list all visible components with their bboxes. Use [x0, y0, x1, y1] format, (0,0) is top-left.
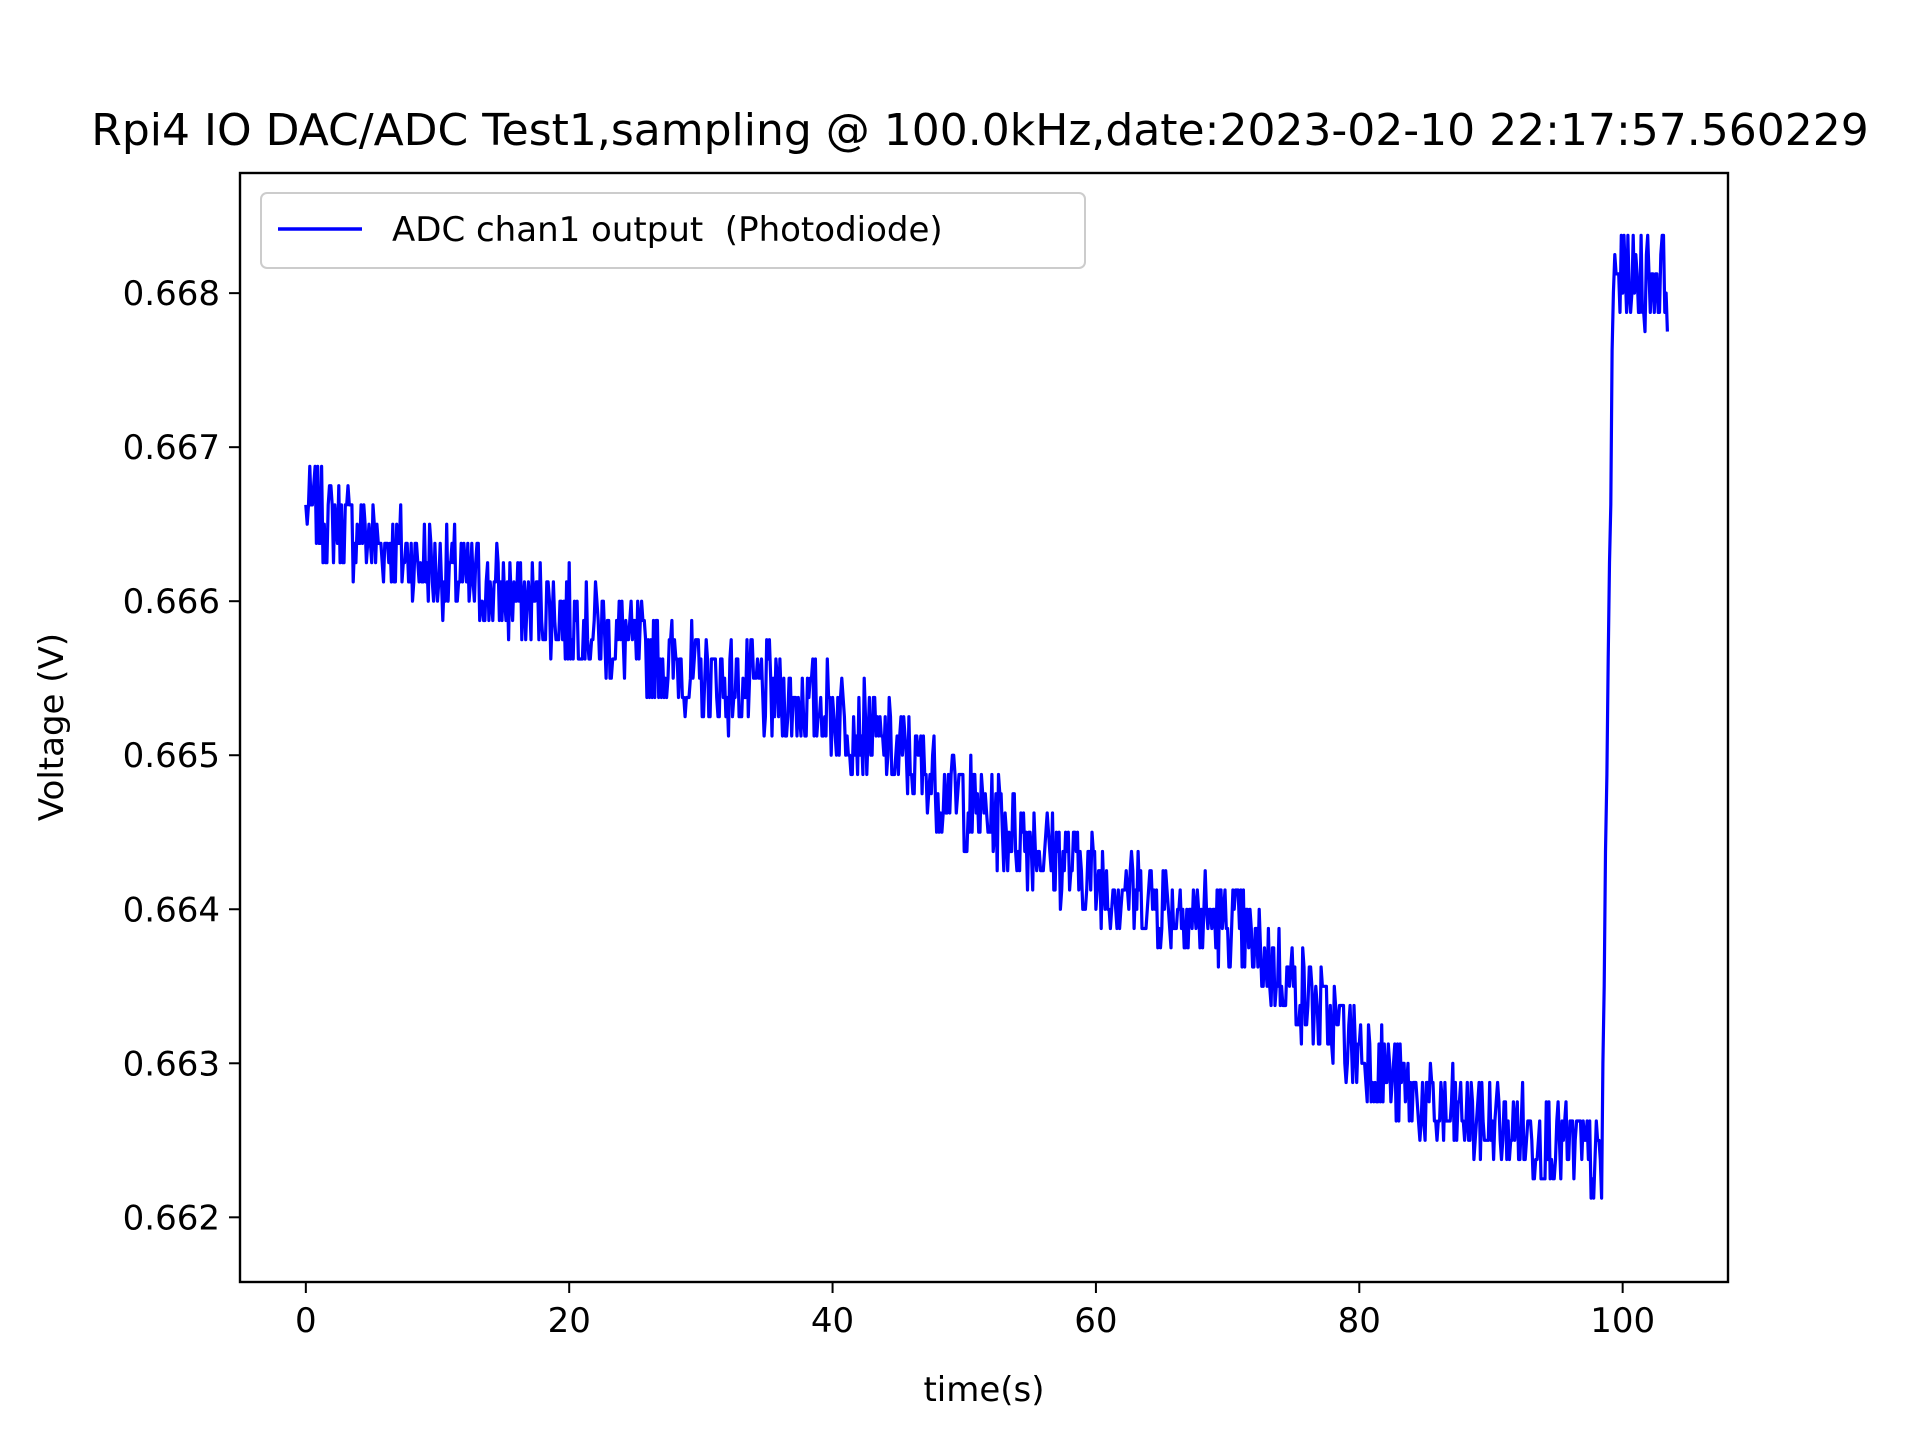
x-tick-label: 60	[1074, 1301, 1117, 1341]
plot-area: 0 20 40 60 80 100 0.6620.6630.6640.6650.6660.…	[123, 171, 1730, 1341]
chart-title: Rpi4 IO DAC/ADC Test1,sampling @ 100.0kH…	[91, 105, 1868, 156]
x-axis-label: time(s)	[923, 1370, 1044, 1410]
x-tick-label: 0	[295, 1301, 317, 1341]
series-line	[304, 233, 1669, 1200]
x-tick-label: 20	[548, 1301, 591, 1341]
y-tick-label: 0.667	[123, 428, 220, 468]
x-tick-label: 40	[811, 1301, 854, 1341]
x-tick-label: 100	[1590, 1301, 1655, 1341]
x-axis: 0 20 40 60 80 100	[295, 1282, 1655, 1341]
y-tick-label: 0.665	[123, 736, 220, 776]
y-tick-label: 0.662	[123, 1198, 220, 1238]
y-tick-label: 0.666	[123, 582, 220, 622]
legend: ADC chan1 output (Photodiode)	[260, 192, 1086, 269]
y-axis: 0.662 0.663 0.664 0.665 0.666 0.667 0.668	[123, 274, 240, 1238]
y-tick-label: 0.664	[123, 890, 220, 930]
y-axis-label: Voltage (V)	[32, 633, 72, 821]
legend-box	[260, 192, 1086, 269]
x-tick-label: 80	[1338, 1301, 1381, 1341]
y-tick-label: 0.663	[123, 1044, 220, 1084]
legend-label: ADC chan1 output (Photodiode)	[392, 210, 943, 250]
data-layer	[304, 233, 1669, 1200]
y-tick-label: 0.668	[123, 274, 220, 314]
plot-frame	[238, 171, 1730, 1284]
